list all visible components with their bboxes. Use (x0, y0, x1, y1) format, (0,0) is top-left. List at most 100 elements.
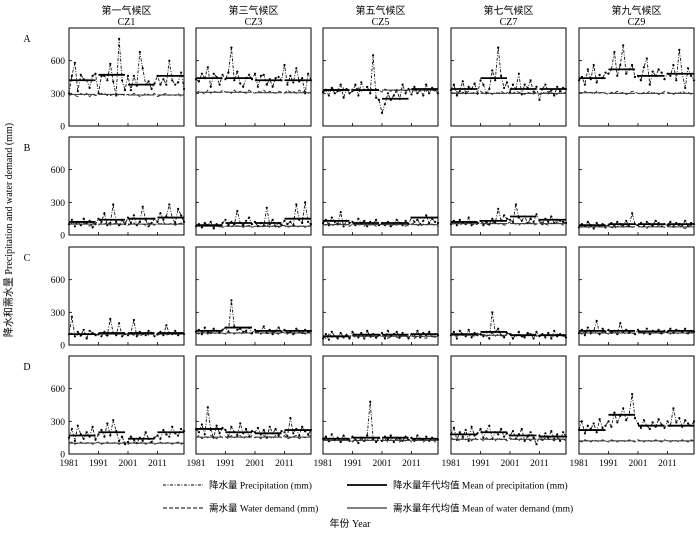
precip-point (532, 220, 535, 223)
precip-point (147, 80, 150, 83)
precip-point (67, 436, 71, 439)
precip-point (177, 334, 180, 337)
precip-point (330, 433, 333, 436)
precip-point (651, 70, 654, 73)
precip-point (227, 330, 230, 333)
precip-point (482, 335, 485, 338)
precip-point (271, 85, 274, 88)
precip-point (265, 83, 268, 86)
precip-point (404, 92, 407, 95)
precip-point (404, 219, 407, 222)
row-label: A (23, 34, 31, 45)
precip-point (357, 336, 360, 339)
precip-point (595, 221, 598, 225)
precip-point (73, 61, 76, 64)
precip-point (422, 94, 425, 97)
precip-point (242, 330, 245, 333)
precip-point (227, 71, 230, 74)
precip-point (159, 437, 162, 440)
precip-point (248, 216, 251, 219)
precip-point (663, 426, 666, 429)
panel-frame (195, 355, 312, 455)
precip-point (339, 440, 342, 444)
precip-point (514, 203, 518, 206)
column-code: CZ9 (628, 17, 646, 28)
precip-point (458, 431, 461, 434)
precip-point (455, 337, 458, 340)
column-title: 第一气候区 (102, 4, 152, 17)
precip-point (458, 218, 461, 221)
precip-point (377, 98, 381, 101)
precip-point (428, 221, 431, 225)
precip-point (286, 83, 289, 86)
x-tick-label: 2011 (275, 459, 294, 469)
precip-point (289, 220, 292, 223)
precip-point (162, 428, 165, 432)
precip-point (625, 72, 628, 75)
panel-C-CZ7 (449, 246, 568, 346)
precip-point (503, 86, 506, 89)
precip-point (221, 221, 224, 225)
panel-B-CZ7 (449, 136, 568, 236)
precip-point (76, 90, 79, 93)
panel-A-CZ7 (449, 27, 568, 127)
precip-point (386, 329, 389, 332)
panel-frame (68, 136, 185, 236)
precip-point (277, 434, 280, 437)
precip-point (271, 333, 274, 336)
precip-point (79, 73, 82, 76)
precip-point (401, 83, 404, 86)
precip-point (295, 203, 298, 206)
precip-point (106, 224, 109, 227)
precip-point (168, 203, 171, 206)
precip-point (532, 436, 535, 439)
precip-point (497, 207, 500, 210)
precip-point (684, 86, 687, 89)
precip-point (150, 221, 153, 225)
y-tick-label: 600 (51, 276, 66, 286)
precip-point (645, 57, 648, 60)
precip-point (360, 81, 363, 84)
precip-point (141, 67, 144, 70)
precip-point (413, 220, 416, 223)
precip-point (556, 85, 559, 88)
precip-point (508, 218, 512, 221)
x-tick-label: 1991 (471, 459, 490, 469)
precip-point (482, 224, 485, 227)
precip-point (669, 74, 672, 77)
precip-point (511, 83, 514, 86)
precip-series (68, 420, 185, 445)
precip-point (497, 46, 500, 49)
precip-point (383, 337, 386, 340)
precip-point (375, 96, 378, 99)
precip-point (221, 73, 224, 76)
precip-point (100, 335, 103, 338)
precip-point (295, 327, 298, 330)
precip-point (642, 66, 646, 69)
legend-precip-label: 降水量 Precipitation (mm) (209, 480, 312, 492)
precip-point (73, 335, 76, 338)
precip-point (239, 82, 242, 85)
precip-point (132, 318, 135, 322)
precip-point (91, 425, 94, 428)
y-tick-label: 0 (60, 342, 65, 352)
precip-point (645, 327, 648, 330)
precip-point (274, 77, 277, 80)
precip-point (639, 426, 643, 429)
precip-point (503, 336, 506, 339)
panel-frame (322, 136, 439, 236)
precip-point (177, 81, 180, 84)
precip-point (129, 221, 132, 225)
precip-point (550, 337, 553, 340)
precip-point (85, 431, 88, 434)
precip-point (672, 407, 675, 410)
precip-point (616, 421, 619, 424)
precip-point (535, 213, 538, 216)
precip-point (121, 335, 124, 338)
y-tick-label: 300 (51, 90, 66, 100)
precip-point (82, 328, 85, 331)
precip-point (301, 221, 304, 225)
panel-D-CZ3: 1981 1991 2001 2011 (187, 355, 313, 469)
precip-point (115, 334, 118, 337)
